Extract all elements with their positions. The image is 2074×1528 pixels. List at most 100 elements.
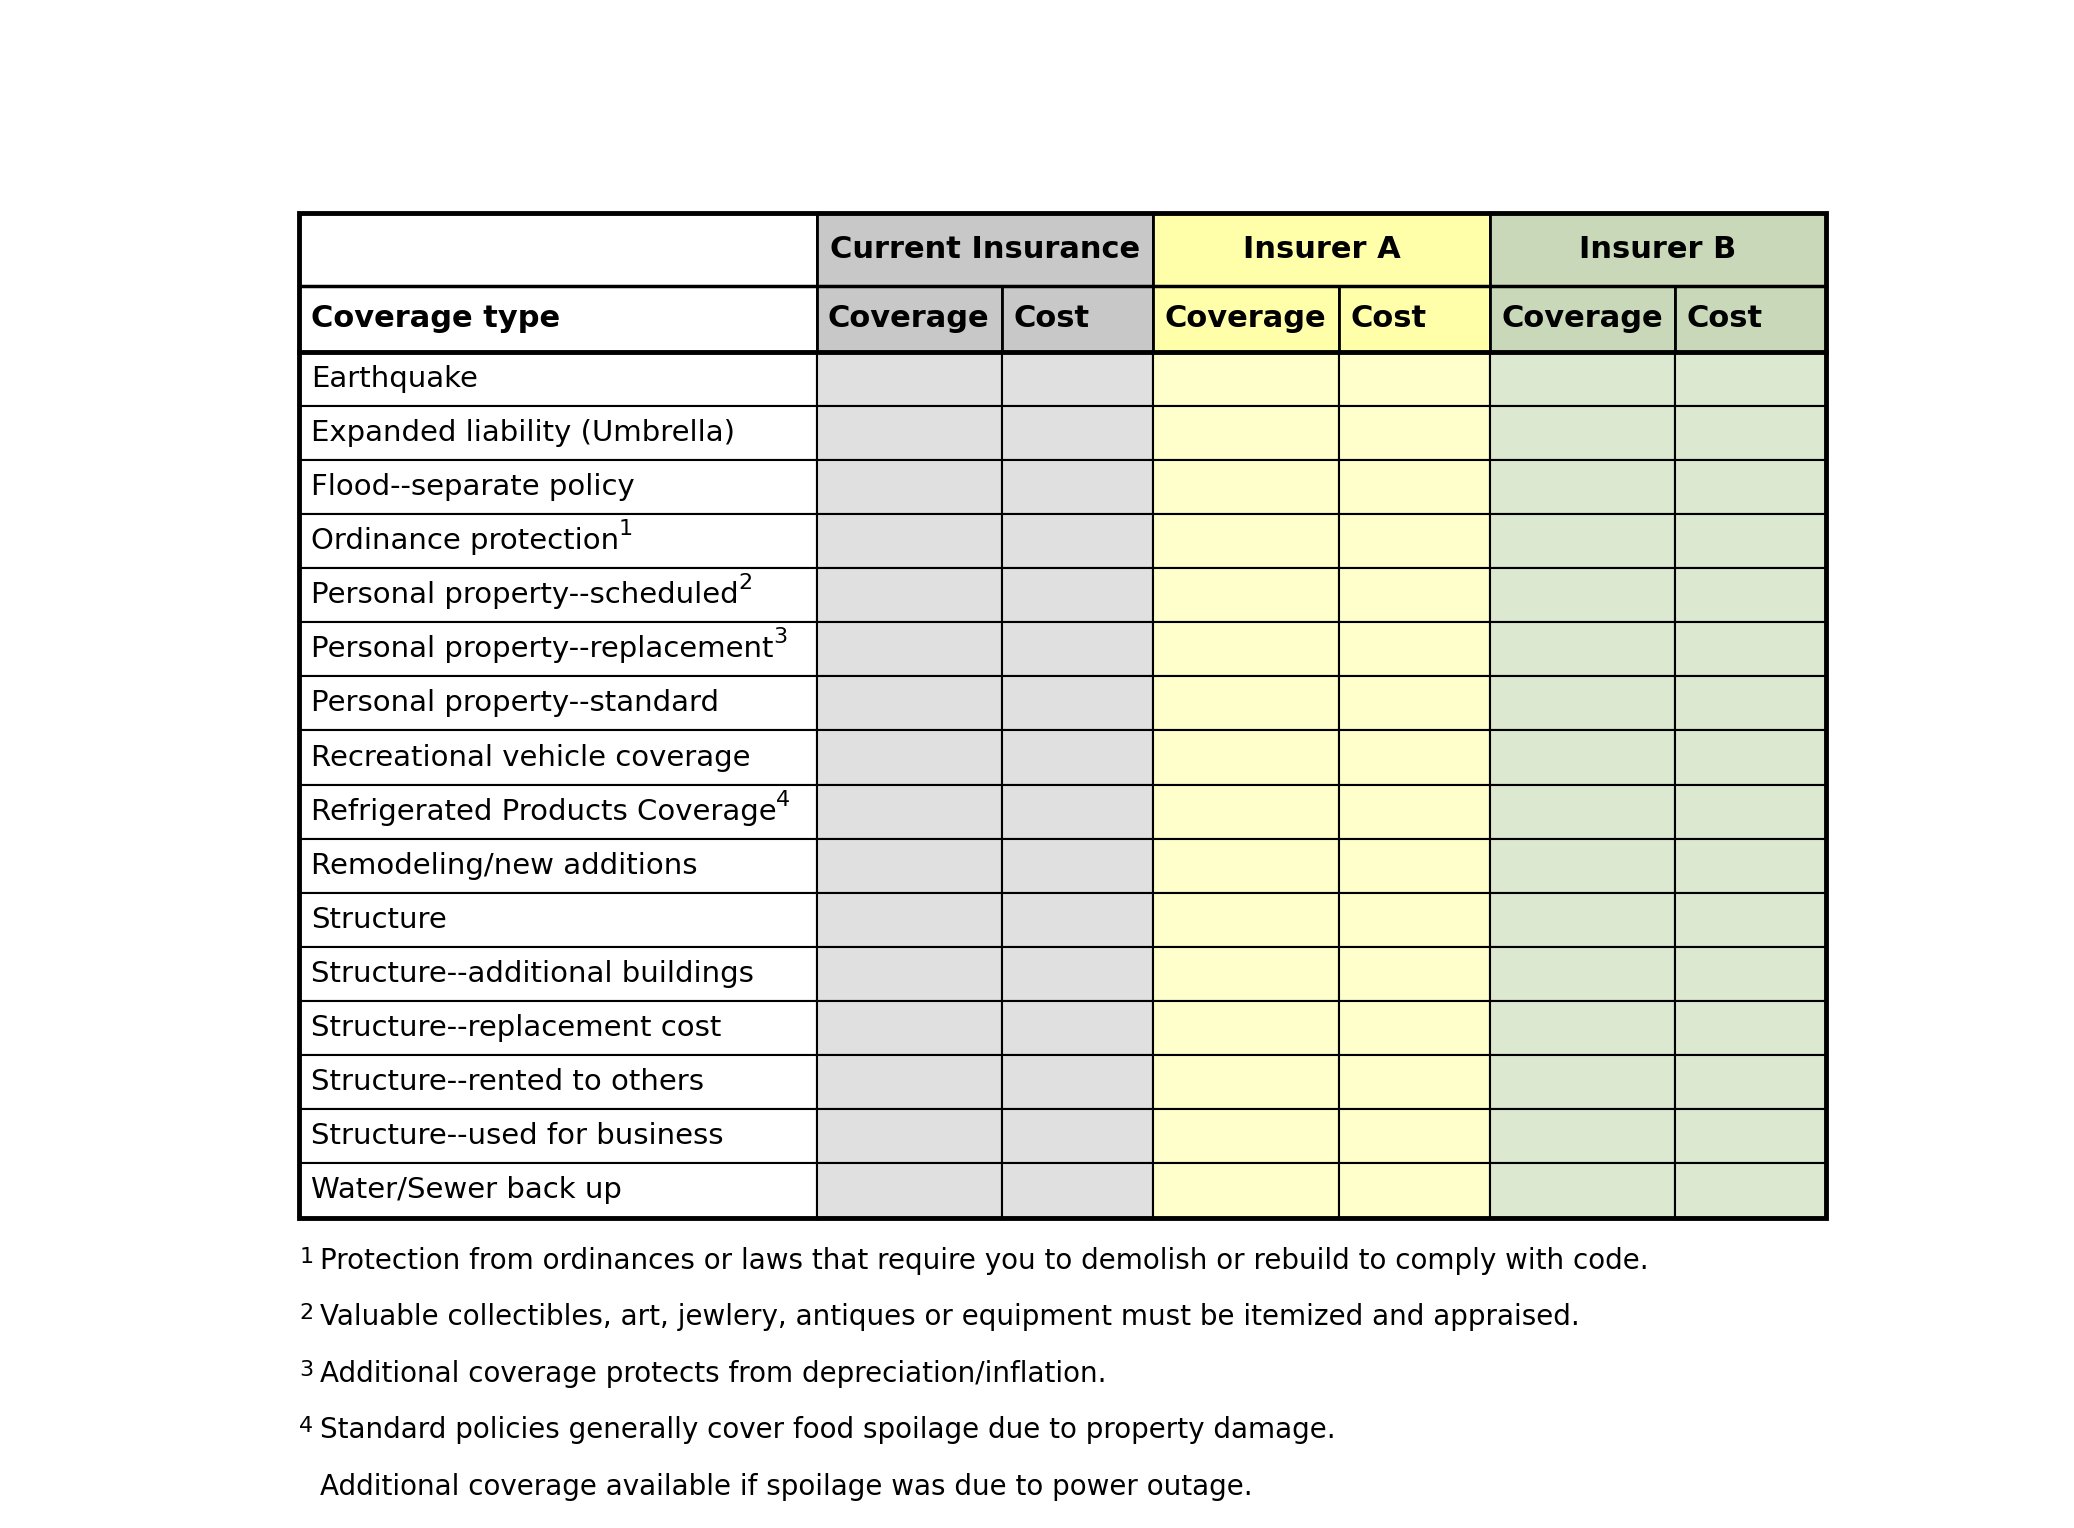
Text: Personal property--replacement: Personal property--replacement: [311, 636, 774, 663]
Text: Structure--replacement cost: Structure--replacement cost: [311, 1015, 722, 1042]
Bar: [1676, 568, 1827, 622]
Bar: [299, 1163, 817, 1218]
Bar: [1676, 622, 1827, 677]
Bar: [1340, 406, 1489, 460]
Bar: [299, 839, 817, 892]
Bar: [299, 406, 817, 460]
Text: Recreational vehicle coverage: Recreational vehicle coverage: [311, 744, 751, 772]
Bar: [817, 1109, 1002, 1163]
Bar: [1002, 1001, 1153, 1056]
Text: Additional coverage available if spoilage was due to power outage.: Additional coverage available if spoilag…: [319, 1473, 1253, 1500]
Bar: [1340, 947, 1489, 1001]
Bar: [1153, 1109, 1340, 1163]
Bar: [1153, 460, 1340, 513]
Bar: [1489, 351, 1676, 406]
Bar: [817, 839, 1002, 892]
Bar: [817, 1056, 1002, 1109]
Bar: [299, 1109, 817, 1163]
Bar: [1002, 1163, 1153, 1218]
Bar: [1153, 406, 1340, 460]
Bar: [1489, 286, 1676, 351]
Bar: [817, 622, 1002, 677]
Text: Cost: Cost: [1686, 304, 1763, 333]
Bar: [1340, 622, 1489, 677]
Bar: [1489, 1001, 1676, 1056]
Bar: [299, 1056, 817, 1109]
Bar: [1340, 568, 1489, 622]
Text: Remodeling/new additions: Remodeling/new additions: [311, 851, 697, 880]
Bar: [1340, 1109, 1489, 1163]
Bar: [1676, 1163, 1827, 1218]
Bar: [1002, 784, 1153, 839]
Text: Expanded liability (Umbrella): Expanded liability (Umbrella): [311, 419, 734, 446]
Text: Structure: Structure: [311, 906, 446, 934]
Bar: [1153, 568, 1340, 622]
Text: Flood--separate policy: Flood--separate policy: [311, 472, 635, 501]
Bar: [1676, 1001, 1827, 1056]
Bar: [1676, 947, 1827, 1001]
Bar: [299, 351, 817, 406]
Bar: [1676, 1109, 1827, 1163]
Text: Personal property--replacement: Personal property--replacement: [311, 636, 774, 663]
Text: Earthquake: Earthquake: [311, 365, 477, 393]
Text: Structure--used for business: Structure--used for business: [311, 1123, 724, 1151]
Bar: [1489, 730, 1676, 784]
Bar: [1153, 784, 1340, 839]
Text: Ordinance protection: Ordinance protection: [311, 527, 618, 555]
Bar: [1676, 892, 1827, 947]
Bar: [1002, 1056, 1153, 1109]
Bar: [817, 460, 1002, 513]
Bar: [1340, 839, 1489, 892]
Bar: [817, 286, 1002, 351]
Bar: [817, 1163, 1002, 1218]
Text: Additional coverage protects from depreciation/inflation.: Additional coverage protects from deprec…: [319, 1360, 1108, 1387]
Bar: [1340, 784, 1489, 839]
Bar: [1153, 622, 1340, 677]
Bar: [1489, 513, 1676, 568]
Text: Protection from ordinances or laws that require you to demolish or rebuild to co: Protection from ordinances or laws that …: [319, 1247, 1649, 1274]
Bar: [1340, 351, 1489, 406]
Bar: [1002, 513, 1153, 568]
Bar: [1153, 892, 1340, 947]
Bar: [1002, 892, 1153, 947]
Bar: [1489, 839, 1676, 892]
Text: Ordinance protection: Ordinance protection: [311, 527, 618, 555]
Bar: [299, 947, 817, 1001]
Text: Structure--rented to others: Structure--rented to others: [311, 1068, 703, 1096]
Bar: [1676, 839, 1827, 892]
Text: Refrigerated Products Coverage: Refrigerated Products Coverage: [311, 798, 776, 825]
Bar: [1002, 568, 1153, 622]
Text: Cost: Cost: [1014, 304, 1089, 333]
Bar: [817, 568, 1002, 622]
Bar: [1153, 513, 1340, 568]
Bar: [1340, 286, 1489, 351]
Bar: [299, 622, 817, 677]
Text: Personal property--scheduled: Personal property--scheduled: [311, 581, 738, 610]
Bar: [1489, 1109, 1676, 1163]
Bar: [1002, 406, 1153, 460]
Bar: [299, 212, 1827, 1218]
Text: Cost: Cost: [1350, 304, 1427, 333]
Bar: [299, 212, 817, 286]
Bar: [1676, 677, 1827, 730]
Text: Valuable collectibles, art, jewlery, antiques or equipment must be itemized and : Valuable collectibles, art, jewlery, ant…: [319, 1303, 1580, 1331]
Text: 3: 3: [299, 1360, 313, 1380]
Bar: [1153, 730, 1340, 784]
Bar: [1676, 351, 1827, 406]
Bar: [817, 677, 1002, 730]
Text: Standard policies generally cover food spoilage due to property damage.: Standard policies generally cover food s…: [319, 1416, 1336, 1444]
Bar: [299, 677, 817, 730]
Bar: [1340, 892, 1489, 947]
Bar: [817, 892, 1002, 947]
Bar: [1340, 460, 1489, 513]
Bar: [1676, 286, 1827, 351]
Bar: [1676, 730, 1827, 784]
Text: Personal property--replacement: Personal property--replacement: [311, 636, 774, 663]
Bar: [299, 784, 817, 839]
Bar: [1489, 1056, 1676, 1109]
Bar: [1489, 568, 1676, 622]
Text: 4: 4: [776, 790, 790, 810]
Bar: [1153, 286, 1340, 351]
Bar: [1153, 947, 1340, 1001]
Text: 3: 3: [774, 628, 788, 648]
